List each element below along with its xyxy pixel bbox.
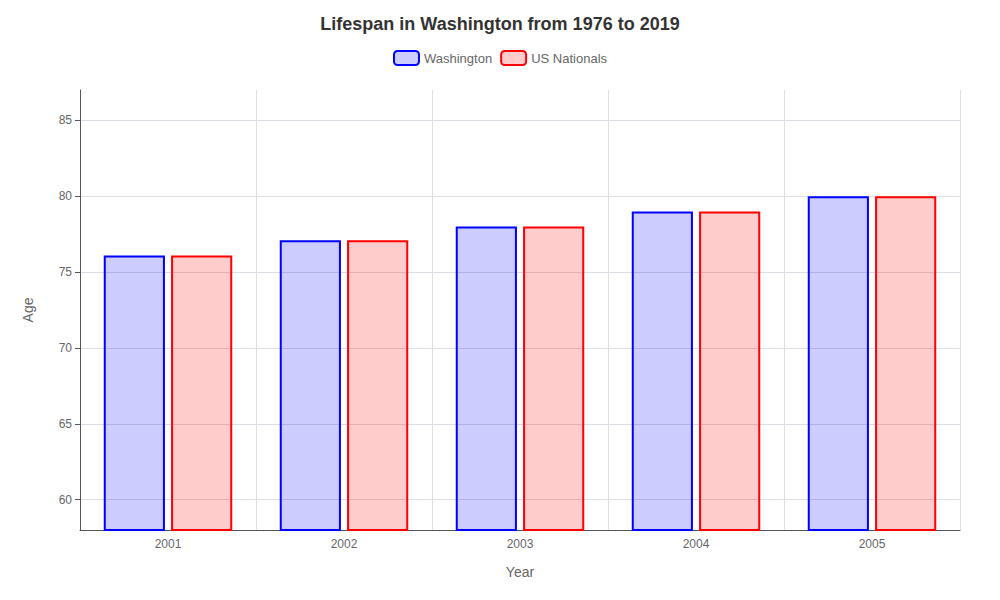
svg-text:65: 65 [59,417,73,431]
svg-text:2004: 2004 [683,537,710,551]
svg-text:75: 75 [59,265,73,279]
svg-text:80: 80 [59,189,73,203]
svg-text:US Nationals: US Nationals [531,51,607,66]
svg-text:Age: Age [20,297,36,322]
svg-text:70: 70 [59,341,73,355]
svg-text:Washington: Washington [424,51,492,66]
svg-text:Year: Year [506,564,535,580]
svg-text:Lifespan in Washington from 19: Lifespan in Washington from 1976 to 2019 [320,14,679,34]
svg-text:60: 60 [59,493,73,507]
svg-text:2002: 2002 [331,537,358,551]
svg-text:85: 85 [59,113,73,127]
svg-text:2001: 2001 [155,537,182,551]
svg-text:2003: 2003 [507,537,534,551]
svg-text:2005: 2005 [859,537,886,551]
